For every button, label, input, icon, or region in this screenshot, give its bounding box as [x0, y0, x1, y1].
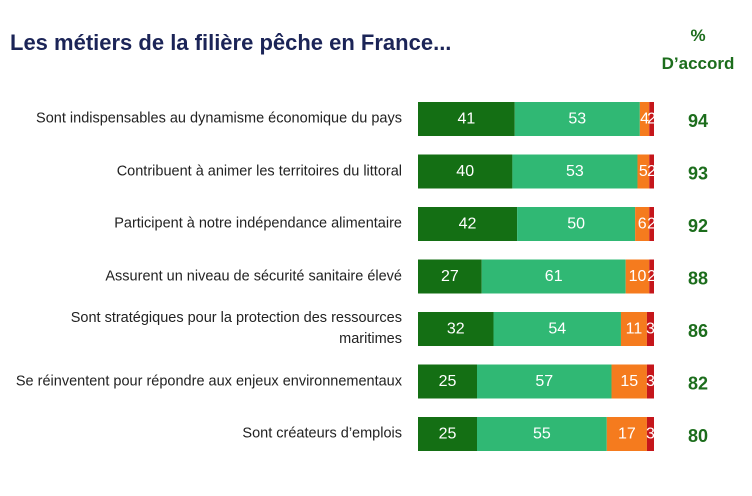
value-label: 61 — [545, 268, 563, 285]
bar-segment — [646, 364, 654, 399]
value-label: 3 — [646, 321, 655, 338]
bar-segment — [418, 102, 515, 136]
bar-segment — [418, 417, 477, 451]
value-label: 6 — [638, 216, 647, 233]
totals-title: % D’accord — [661, 26, 735, 73]
value-label: 40 — [456, 163, 474, 180]
value-label: 2 — [647, 163, 656, 180]
bar-segment — [477, 364, 612, 399]
bar-segment — [606, 417, 647, 451]
category-label: Sont stratégiques pour la protection des… — [70, 310, 402, 347]
bar-segment — [418, 154, 513, 189]
bar-segment — [517, 207, 636, 241]
value-label: 55 — [533, 426, 551, 443]
value-label: 17 — [618, 426, 636, 443]
value-label: 42 — [459, 216, 477, 233]
chart-title: Les métiers de la filière pêche en Franc… — [10, 30, 452, 55]
category-label: Sont créateurs d’emplois — [242, 425, 402, 442]
bar-segment — [611, 364, 647, 399]
value-label: 54 — [548, 321, 566, 338]
category-label: Contribuent à animer les territoires du … — [116, 163, 402, 179]
total-label: 93 — [688, 164, 708, 184]
value-label: 50 — [567, 216, 585, 233]
value-label: 15 — [620, 373, 638, 390]
value-label: 5 — [639, 163, 648, 180]
total-label: 80 — [688, 426, 708, 446]
category-label: Se réinventent pour répondre aux enjeux … — [15, 373, 402, 389]
value-label: 3 — [646, 373, 655, 390]
bar-segment — [639, 102, 650, 136]
total-label: 88 — [688, 269, 708, 289]
bar-segment — [418, 259, 482, 294]
bar-segment — [646, 312, 654, 346]
bar-segment — [418, 364, 477, 399]
value-label: 4 — [640, 111, 649, 128]
value-label: 53 — [568, 111, 586, 128]
bar-segment — [646, 417, 654, 451]
value-label: 2 — [647, 268, 656, 285]
value-label: 25 — [439, 373, 457, 390]
bar-segment — [493, 312, 621, 346]
value-label: 3 — [646, 426, 655, 443]
bar-segment — [625, 259, 650, 294]
bar-segment — [649, 207, 654, 241]
bar-segment — [649, 259, 654, 294]
bar-segment — [514, 102, 640, 136]
value-label: 53 — [566, 163, 584, 180]
total-label: 92 — [688, 216, 708, 236]
value-label: 27 — [441, 268, 459, 285]
category-label: Sont indispensables au dynamisme économi… — [36, 110, 402, 127]
value-label: 11 — [626, 321, 643, 338]
category-label: Assurent un niveau de sécurité sanitaire… — [105, 268, 402, 284]
value-label: 57 — [535, 373, 553, 390]
bar-segment — [649, 102, 654, 136]
total-label: 82 — [688, 374, 708, 394]
value-label: 2 — [647, 111, 656, 128]
bar-segment — [477, 417, 607, 451]
bar-segment — [635, 207, 650, 241]
category-label: Participent à notre indépendance aliment… — [114, 215, 402, 232]
bar-segment — [637, 154, 650, 189]
value-label: 32 — [447, 321, 465, 338]
bar-segment — [620, 312, 647, 346]
bar-segment — [481, 259, 626, 294]
bar-segment — [512, 154, 638, 189]
value-label: 41 — [457, 111, 475, 128]
value-label: 10 — [629, 268, 647, 285]
bar-segment — [418, 207, 518, 241]
bar-segment — [418, 312, 494, 346]
total-label: 94 — [688, 111, 708, 131]
total-label: 86 — [688, 321, 708, 341]
value-label: 25 — [439, 426, 457, 443]
value-label: 2 — [647, 216, 656, 233]
bar-segment — [649, 154, 654, 189]
